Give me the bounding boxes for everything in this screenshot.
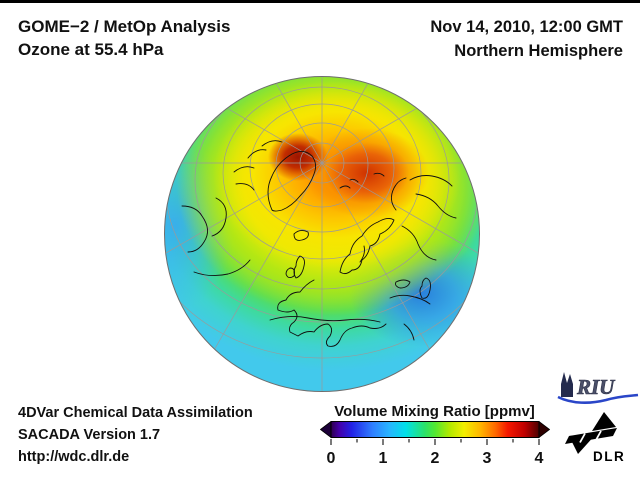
colorbar-left-arrow <box>320 421 332 439</box>
datetime-block: Nov 14, 2010, 12:00 GMT Northern Hemisph… <box>430 15 623 63</box>
colorbar-title: Volume Mixing Ratio [ppmv] <box>334 403 535 420</box>
tick-label-3: 3 <box>482 450 492 467</box>
colorbar <box>320 421 550 445</box>
dlr-logo-text: DLR <box>593 449 625 464</box>
datetime-label: Nov 14, 2010, 12:00 GMT <box>430 18 623 36</box>
riu-cathedral-icon <box>561 372 573 397</box>
version-label: SACADA Version 1.7 <box>18 427 161 443</box>
title-block: GOME−2 / MetOp Analysis Ozone at 55.4 hP… <box>18 15 230 61</box>
top-border <box>0 0 640 3</box>
colorbar-gradient-bar <box>330 421 540 438</box>
dlr-logo: DLR <box>565 412 625 464</box>
tick-label-2: 2 <box>430 450 440 467</box>
level-subtitle: Ozone at 55.4 hPa <box>18 40 164 59</box>
tick-label-0: 0 <box>326 450 336 467</box>
colorbar-right-arrow <box>538 421 550 439</box>
tick-label-4: 4 <box>534 450 544 467</box>
graticule-grid <box>165 77 479 391</box>
globe-map <box>164 76 480 392</box>
riu-wave-icon <box>557 393 639 404</box>
globe-overlay <box>165 77 479 391</box>
coastlines <box>181 140 457 347</box>
riu-logo: RIU <box>557 372 639 404</box>
instrument-title: GOME−2 / MetOp Analysis <box>18 17 231 36</box>
url-label: http://wdc.dlr.de <box>18 449 130 465</box>
dlr-emblem-icon <box>565 412 617 454</box>
colorbar-ticks <box>330 439 540 445</box>
riu-logo-text: RIU <box>576 375 616 399</box>
assimilation-label: 4DVar Chemical Data Assimilation <box>18 405 253 421</box>
tick-label-1: 1 <box>378 450 388 467</box>
credits-block: 4DVar Chemical Data Assimilation SACADA … <box>18 402 253 468</box>
hemisphere-label: Northern Hemisphere <box>454 42 623 60</box>
